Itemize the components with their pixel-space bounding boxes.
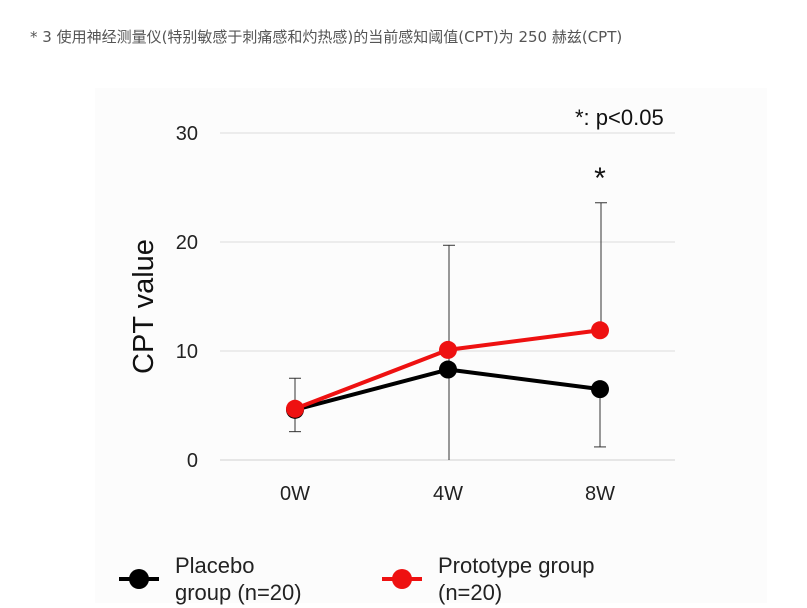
legend-label-prototype: Prototype group (n=20) [438, 553, 595, 605]
data-point-series-1 [591, 321, 609, 340]
cpt-line-chart: 0 10 20 30 CPT value 0W 4W 8W *: p<0.05 * [128, 105, 675, 505]
y-tick-label: 20 [176, 232, 198, 254]
legend-item-prototype: Prototype group (n=20) [380, 552, 628, 606]
y-tick-label: 0 [187, 450, 198, 472]
y-tick-label: 10 [176, 341, 198, 363]
legend-marker-placebo [119, 569, 159, 589]
data-point-series-1 [286, 399, 304, 418]
data-point-series-1 [439, 340, 457, 359]
y-tick-label: 30 [176, 123, 198, 145]
x-tick-label: 8W [585, 483, 615, 505]
x-tick-label: 0W [280, 483, 310, 505]
data-point-series-0 [591, 380, 609, 399]
significance-note: *: p<0.05 [575, 105, 664, 130]
significance-mark: * [594, 162, 606, 195]
legend-label-placebo: Placebo group (n=20) [175, 553, 302, 605]
figure-caption: * 3 使用神经测量仪(特别敏感于刺痛感和灼热感)的当前感知阈值(CPT)为 2… [30, 28, 623, 46]
y-axis-label: CPT value [128, 239, 160, 374]
legend-marker-prototype [382, 569, 422, 589]
legend-item-placebo: Placebo group (n=20) [117, 552, 365, 606]
chart-panel: 0 10 20 30 CPT value 0W 4W 8W *: p<0.05 * [95, 88, 767, 603]
x-tick-label: 4W [433, 483, 463, 505]
data-point-series-0 [439, 360, 457, 379]
